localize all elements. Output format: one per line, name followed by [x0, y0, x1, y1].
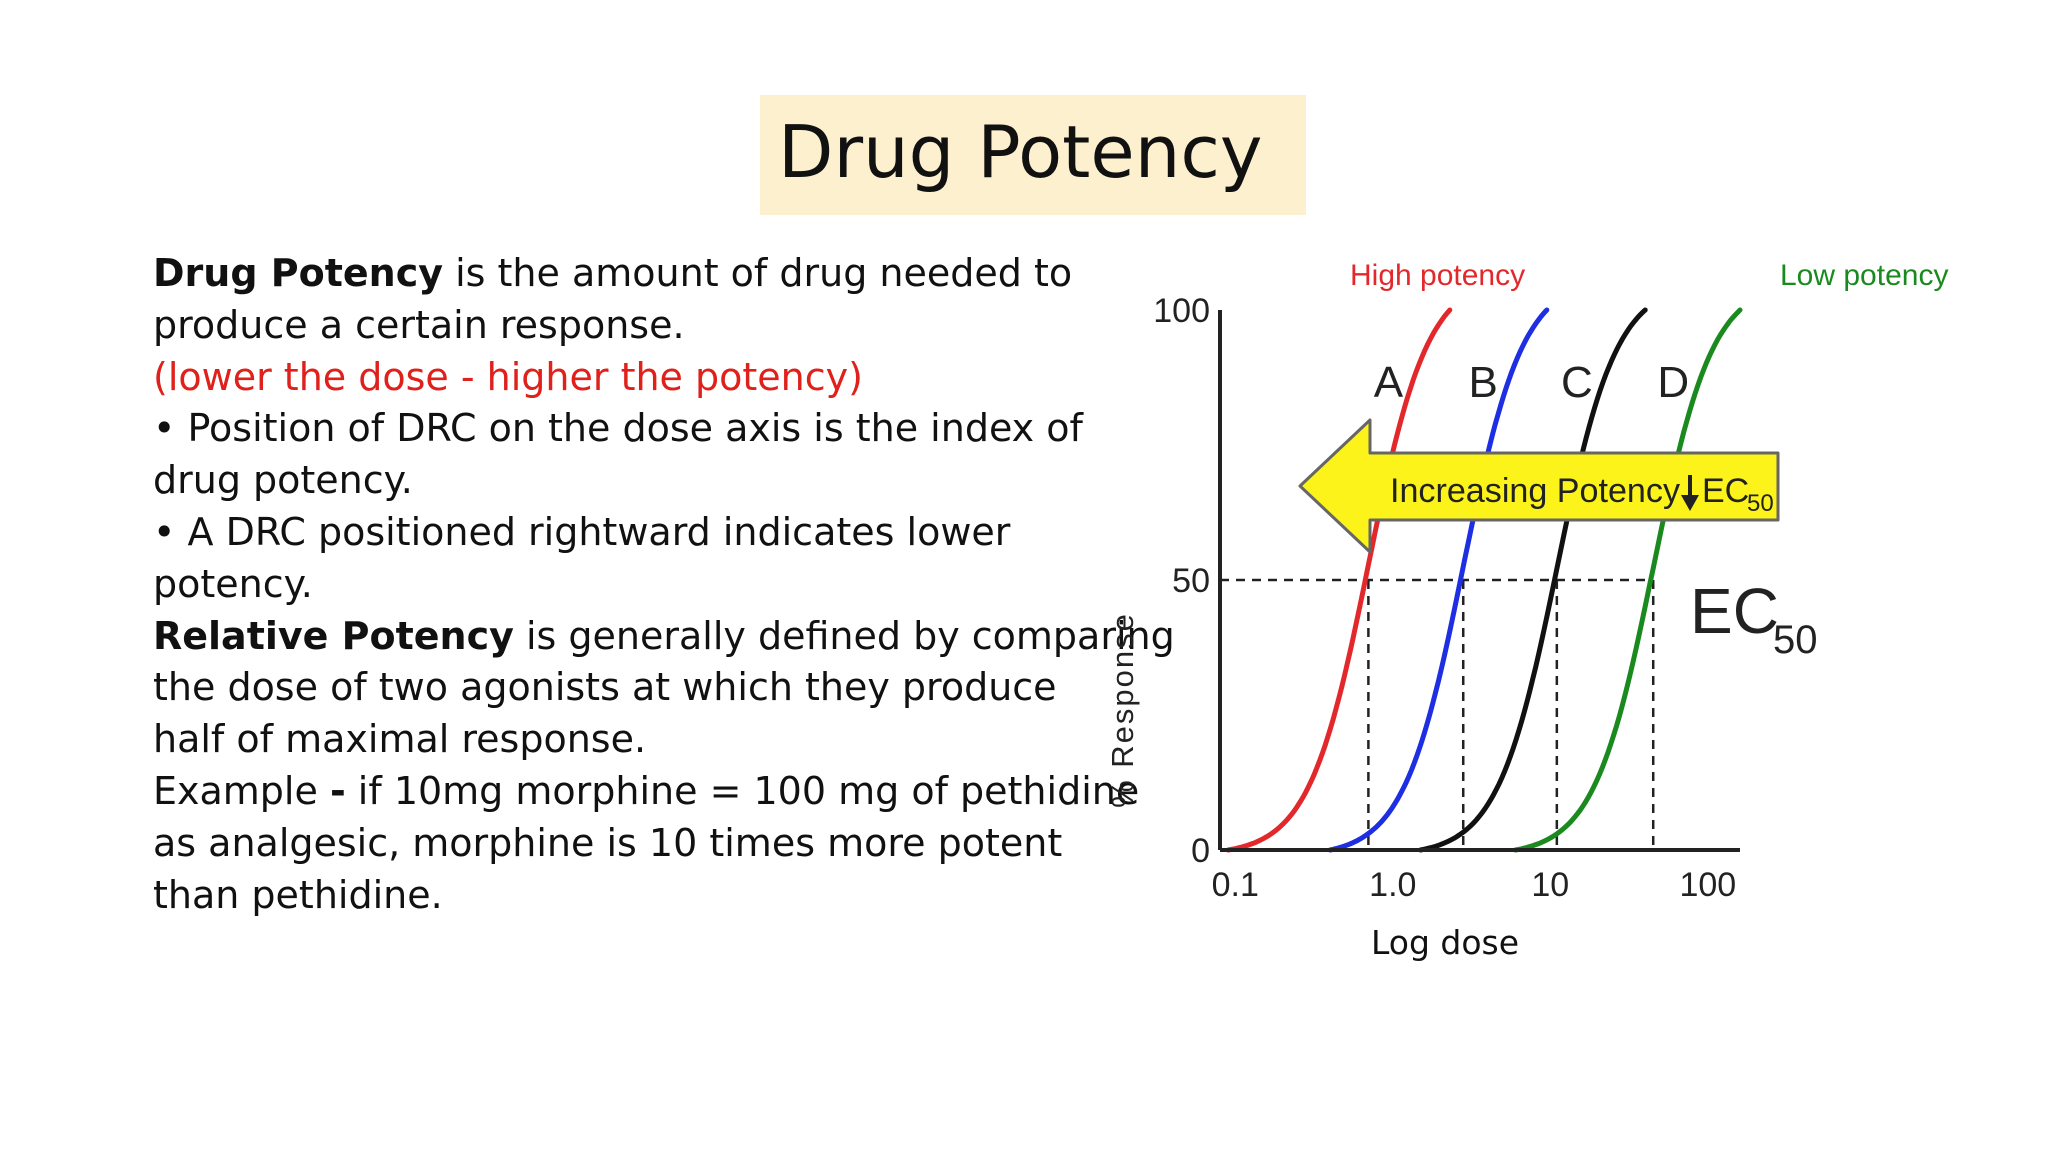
dose-response-curves [1225, 307, 1743, 853]
term-relative-potency: Relative Potency [153, 613, 514, 658]
title-box: Drug Potency [760, 95, 1306, 215]
high-potency-label: High potency [1350, 259, 1525, 292]
body-line-8-text: is generally defined by comparing [513, 613, 1175, 658]
curve-label-a: A [1374, 358, 1404, 407]
curve-letter-labels: A B C D [1374, 358, 1689, 407]
chart-axes [1218, 310, 1740, 852]
body-line-4: • Position of DRC on the dose axis is th… [153, 406, 1083, 451]
body-line-11-text2: if 10mg morphine = 100 mg of pethidine [345, 768, 1140, 813]
body-line-5: drug potency. [153, 458, 413, 503]
curve-label-c: C [1561, 358, 1593, 407]
body-line-11-dash: - [329, 768, 346, 813]
term-drug-potency: Drug Potency [153, 251, 444, 295]
arrow-text: Increasing Potency [1390, 472, 1680, 510]
ec50-dashed-guides [1220, 578, 1655, 850]
slide-body: Drug Potency is the amount of drug neede… [153, 248, 1175, 921]
body-line-1-text: is the amount of drug needed to [443, 251, 1073, 295]
body-line-7: potency. [153, 561, 313, 606]
x-tick-labels: 0.1 1.0 10 100 [1212, 866, 1737, 904]
curve-label-b: B [1469, 358, 1498, 407]
body-line-12: as analgesic, morphine is 10 times more … [153, 820, 1063, 865]
down-arrow-icon [1681, 475, 1699, 511]
arrow-ec-label: EC [1702, 472, 1749, 510]
body-line-10: half of maximal response. [153, 717, 647, 762]
x-tick-10: 10 [1531, 866, 1569, 904]
y-tick-50: 50 [1172, 562, 1210, 600]
arrow-body [1298, 418, 1780, 554]
y-tick-0: 0 [1191, 832, 1210, 870]
ec50-subscript: 50 [1773, 618, 1818, 662]
body-line-6: • A DRC positioned rightward indicates l… [153, 509, 1011, 554]
body-line-13: than pethidine. [153, 872, 443, 917]
curve-label-d: D [1657, 358, 1689, 407]
ec50-label: EC [1690, 575, 1779, 647]
x-tick-100: 100 [1679, 866, 1736, 904]
body-line-11: Example - if 10mg morphine = 100 mg of p… [153, 766, 1139, 818]
y-tick-100: 100 [1153, 292, 1210, 330]
body-line-9: the dose of two agonists at which they p… [153, 665, 1057, 710]
curve-c [1418, 307, 1648, 853]
arrow-ec-subscript: 50 [1747, 490, 1774, 517]
dose-response-chart: 0 50 100 0.1 1.0 10 100 % Response Log dose H… [1105, 259, 1948, 962]
increasing-potency-arrow: Increasing Potency EC 50 [1298, 418, 1780, 554]
curve-b [1327, 307, 1550, 853]
low-potency-label: Low potency [1780, 259, 1948, 292]
x-tick-0.1: 0.1 [1212, 866, 1259, 904]
curve-a [1225, 307, 1453, 853]
curve-d [1512, 307, 1743, 853]
y-tick-labels: 0 50 100 [1153, 292, 1210, 870]
x-axis-label: Log dose [1371, 923, 1519, 962]
body-line-2: produce a certain response. [153, 302, 685, 347]
body-line-3-emphasis: (lower the dose - higher the potency) [153, 354, 863, 399]
body-line-11-text: Example [153, 768, 330, 813]
y-axis-label: % Response [1105, 612, 1140, 808]
x-tick-1.0: 1.0 [1369, 866, 1416, 904]
body-line-1: Drug Potency is the amount of drug neede… [153, 248, 1072, 300]
body-line-8: Relative Potency is generally defined by… [153, 611, 1175, 663]
page-title: Drug Potency [778, 110, 1263, 194]
